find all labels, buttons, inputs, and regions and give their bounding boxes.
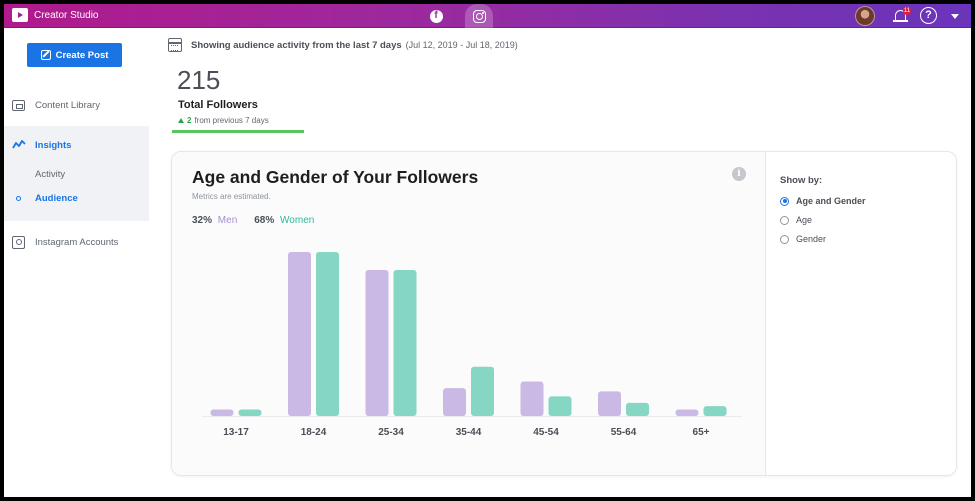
radio-unselected-icon[interactable] (780, 215, 789, 225)
sidebar-item-content-library[interactable]: Content Library (4, 94, 149, 116)
content-library-icon (12, 99, 25, 111)
legend-item-women: 68% Women (254, 215, 314, 226)
chart-legend: 32% Men 68% Women (192, 215, 331, 226)
card-title: Age and Gender of Your Followers (192, 167, 479, 187)
help-icon[interactable]: ? (920, 7, 937, 24)
show-by-option-gender[interactable]: Gender (780, 234, 826, 244)
date-range-selector[interactable]: Showing audience activity from the last … (168, 38, 518, 52)
x-tick-label: 65+ (693, 427, 710, 438)
chart-panel: 13-17 18-24 25-34 35-44 45-54 55-64 65+ Age an… (172, 152, 765, 475)
bar-men-45-54[interactable] (520, 381, 544, 416)
instagram-icon (472, 9, 486, 23)
sidebar-item-audience[interactable]: Audience (35, 193, 78, 204)
show-by-option-age[interactable]: Age (780, 215, 812, 225)
card-divider (765, 152, 766, 475)
instagram-accounts-icon (12, 235, 25, 249)
sidebar-item-label: Instagram Accounts (35, 236, 119, 248)
legend-item-men: 32% Men (192, 215, 237, 226)
age-gender-bar-chart: 13-17 18-24 25-34 35-44 45-54 55-64 65+ (202, 252, 742, 438)
sidebar-item-instagram-accounts[interactable]: Instagram Accounts (4, 231, 149, 253)
bar-men-55-64[interactable] (598, 391, 621, 416)
active-indicator-icon (16, 196, 21, 201)
bell-icon (895, 10, 906, 21)
age-gender-card: 13-17 18-24 25-34 35-44 45-54 55-64 65+ Age an… (172, 152, 956, 475)
followers-change: 2 from previous 7 days (178, 116, 269, 125)
legend-men-pct: 32% (192, 215, 213, 226)
show-by-option-age-and-gender[interactable]: Age and Gender (780, 196, 866, 206)
facebook-tab[interactable]: f (427, 7, 445, 25)
sidebar-item-label: Content Library (35, 99, 100, 111)
x-tick-label: 18-24 (301, 427, 327, 438)
bar-men-65+[interactable] (675, 409, 699, 416)
user-avatar[interactable] (855, 6, 875, 26)
main-content: Showing audience activity from the last … (149, 28, 971, 497)
top-bar: Creator Studio f 11 ? (4, 4, 971, 28)
bar-women-65+[interactable] (703, 406, 727, 416)
bar-women-55-64[interactable] (626, 402, 649, 416)
bar-women-25-34[interactable] (393, 270, 417, 416)
sidebar-item-activity[interactable]: Activity (35, 169, 66, 180)
bar-men-25-34[interactable] (365, 270, 389, 416)
app-window: Creator Studio f 11 ? Create Post Conten… (4, 4, 971, 497)
radio-unselected-icon[interactable] (780, 234, 789, 244)
card-note: Metrics are estimated. (192, 192, 271, 201)
insights-icon (12, 140, 26, 149)
bar-women-13-17[interactable] (238, 409, 262, 416)
create-post-label: Create Post (55, 49, 109, 61)
bar-men-18-24[interactable] (288, 252, 311, 416)
trend-up-icon (178, 118, 184, 123)
total-followers-value: 215 (177, 65, 221, 95)
creator-studio-logo-icon (12, 8, 28, 22)
info-icon[interactable]: i (732, 167, 746, 181)
x-tick-label: 13-17 (223, 427, 249, 438)
followers-change-value: 2 (187, 116, 192, 125)
facebook-icon: f (429, 9, 443, 23)
total-followers-label: Total Followers (178, 99, 258, 111)
x-tick-label: 55-64 (611, 427, 637, 438)
legend-women-pct: 68% (254, 215, 275, 226)
selected-stat-indicator (172, 130, 304, 133)
create-post-button[interactable]: Create Post (27, 43, 122, 67)
x-tick-label: 35-44 (456, 427, 482, 438)
instagram-tab[interactable] (465, 4, 493, 28)
legend-men-name: Men (217, 215, 238, 226)
date-range-lead: Showing audience activity from the last … (191, 39, 402, 51)
show-by-option-label: Age and Gender (796, 196, 866, 206)
show-by-title: Show by: (780, 175, 823, 186)
x-tick-label: 25-34 (378, 427, 404, 438)
bar-women-18-24[interactable] (316, 252, 339, 416)
bar-men-35-44[interactable] (443, 388, 466, 416)
show-by-option-label: Age (796, 215, 813, 225)
notifications-badge: 11 (903, 7, 911, 15)
bar-women-45-54[interactable] (548, 396, 572, 416)
app-title: Creator Studio (34, 9, 99, 21)
followers-change-text: from previous 7 days (194, 116, 269, 125)
bar-men-13-17[interactable] (210, 409, 234, 416)
compose-icon (40, 50, 51, 60)
legend-women-name: Women (280, 215, 315, 226)
brand[interactable]: Creator Studio (12, 8, 98, 22)
account-menu-caret-icon[interactable] (951, 14, 959, 19)
notifications-button[interactable]: 11 (892, 7, 911, 25)
show-by-option-label: Gender (796, 234, 827, 244)
bar-women-35-44[interactable] (471, 366, 494, 416)
radio-selected-icon[interactable] (780, 196, 789, 206)
insights-section: Insights Activity Audience (4, 126, 149, 221)
sidebar-item-insights[interactable]: Insights (35, 140, 72, 151)
x-tick-label: 45-54 (533, 427, 559, 438)
calendar-icon (168, 38, 182, 52)
sidebar: Create Post Content Library Insights Act… (4, 28, 149, 497)
date-range-text: (Jul 12, 2019 - Jul 18, 2019) (405, 40, 518, 50)
